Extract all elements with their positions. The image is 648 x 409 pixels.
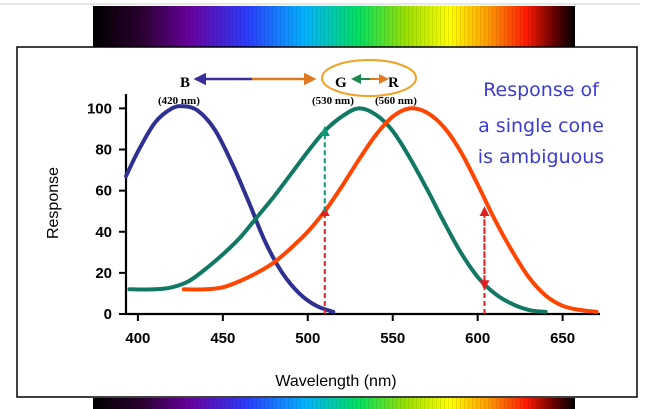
marker-group	[319, 126, 490, 314]
tick-group	[119, 107, 564, 321]
annotation: Response of a single cone is ambiguous	[478, 79, 604, 168]
legend-b-label: B	[180, 75, 190, 91]
tick-label-group: 400 450 500 550 600 650 0 20 40 60 80 100	[87, 100, 575, 347]
curve-group	[124, 104, 599, 314]
legend-gr-ellipse	[321, 59, 417, 97]
y-tick-label-1: 20	[95, 265, 112, 282]
y-tick-label-2: 40	[95, 224, 112, 241]
x-tick-label-1: 450	[210, 330, 235, 347]
x-tick-label-5: 650	[550, 330, 575, 347]
curve-r	[181, 106, 599, 314]
legend-b-nm: (420 nm)	[158, 95, 200, 107]
curve-g	[127, 106, 548, 314]
x-tick-label-0: 400	[125, 330, 150, 347]
y-tick-label-3: 60	[95, 183, 112, 200]
figure-panel	[16, 46, 638, 398]
annotation-line-3: is ambiguous	[478, 146, 604, 168]
y-tick-label-5: 100	[87, 100, 112, 117]
curve-b	[124, 104, 336, 314]
cone-legend: B (420 nm) G R (530 nm) (560 nm)	[158, 59, 417, 107]
x-tick-label-3: 550	[380, 330, 405, 347]
annotation-line-1: Response of	[483, 79, 600, 101]
y-tick-label-0: 0	[104, 306, 112, 323]
y-axis-title: Response	[45, 167, 62, 239]
annotation-line-2: a single cone	[478, 115, 604, 137]
x-tick-label-2: 500	[295, 330, 320, 347]
axes	[124, 94, 600, 316]
x-axis-title: Wavelength (nm)	[275, 373, 396, 390]
legend-r-label: R	[388, 75, 399, 91]
legend-r-nm: (560 nm)	[375, 95, 417, 107]
legend-g-nm: (530 nm)	[312, 95, 354, 107]
x-tick-label-4: 600	[465, 330, 490, 347]
legend-g-label: G	[335, 75, 347, 91]
y-tick-label-4: 80	[95, 142, 112, 159]
